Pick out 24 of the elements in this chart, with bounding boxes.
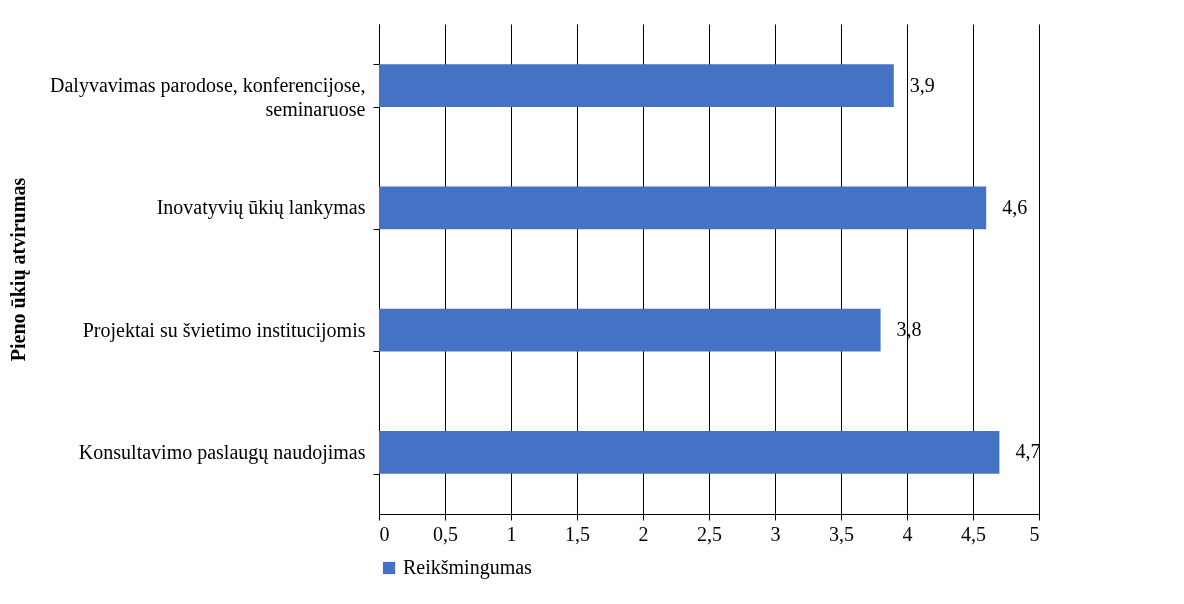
x-tick-label: 3,5 xyxy=(829,522,854,545)
x-tick-label: 4,5 xyxy=(961,522,986,545)
data-label: 4,7 xyxy=(1015,440,1041,463)
x-tick-label: 0,5 xyxy=(433,522,458,545)
x-tick-label: 2 xyxy=(638,522,649,545)
data-label: 4,6 xyxy=(1002,195,1028,218)
x-tick-label: 4 xyxy=(902,522,913,545)
x-tick-label: 5 xyxy=(1029,522,1040,545)
legend-label: Reikšmingumas xyxy=(403,556,533,579)
bar xyxy=(379,430,1000,474)
x-tick-label: 1,5 xyxy=(565,522,590,545)
data-label: 3,9 xyxy=(909,73,935,96)
bar xyxy=(379,308,881,352)
bar xyxy=(379,186,987,230)
x-tick-label: 0 xyxy=(379,522,390,545)
y-tick-label: Konsultavimo paslaugų naudojimas xyxy=(78,440,366,464)
y-axis-title: Pieno ūkių atvirumas xyxy=(6,177,30,362)
x-tick-label: 2,5 xyxy=(697,522,722,545)
y-tick-label: Projektai su švietimo institucijomis xyxy=(82,318,366,342)
bar xyxy=(379,64,894,108)
y-tick-label: Dalyvavimas parodose, konferencijose, seminaruose xyxy=(50,74,366,121)
x-tick-label: 3 xyxy=(770,522,781,545)
x-tick-label: 1 xyxy=(506,522,517,545)
y-tick-label: Inovatyvių ūkių lankymas xyxy=(156,196,366,220)
